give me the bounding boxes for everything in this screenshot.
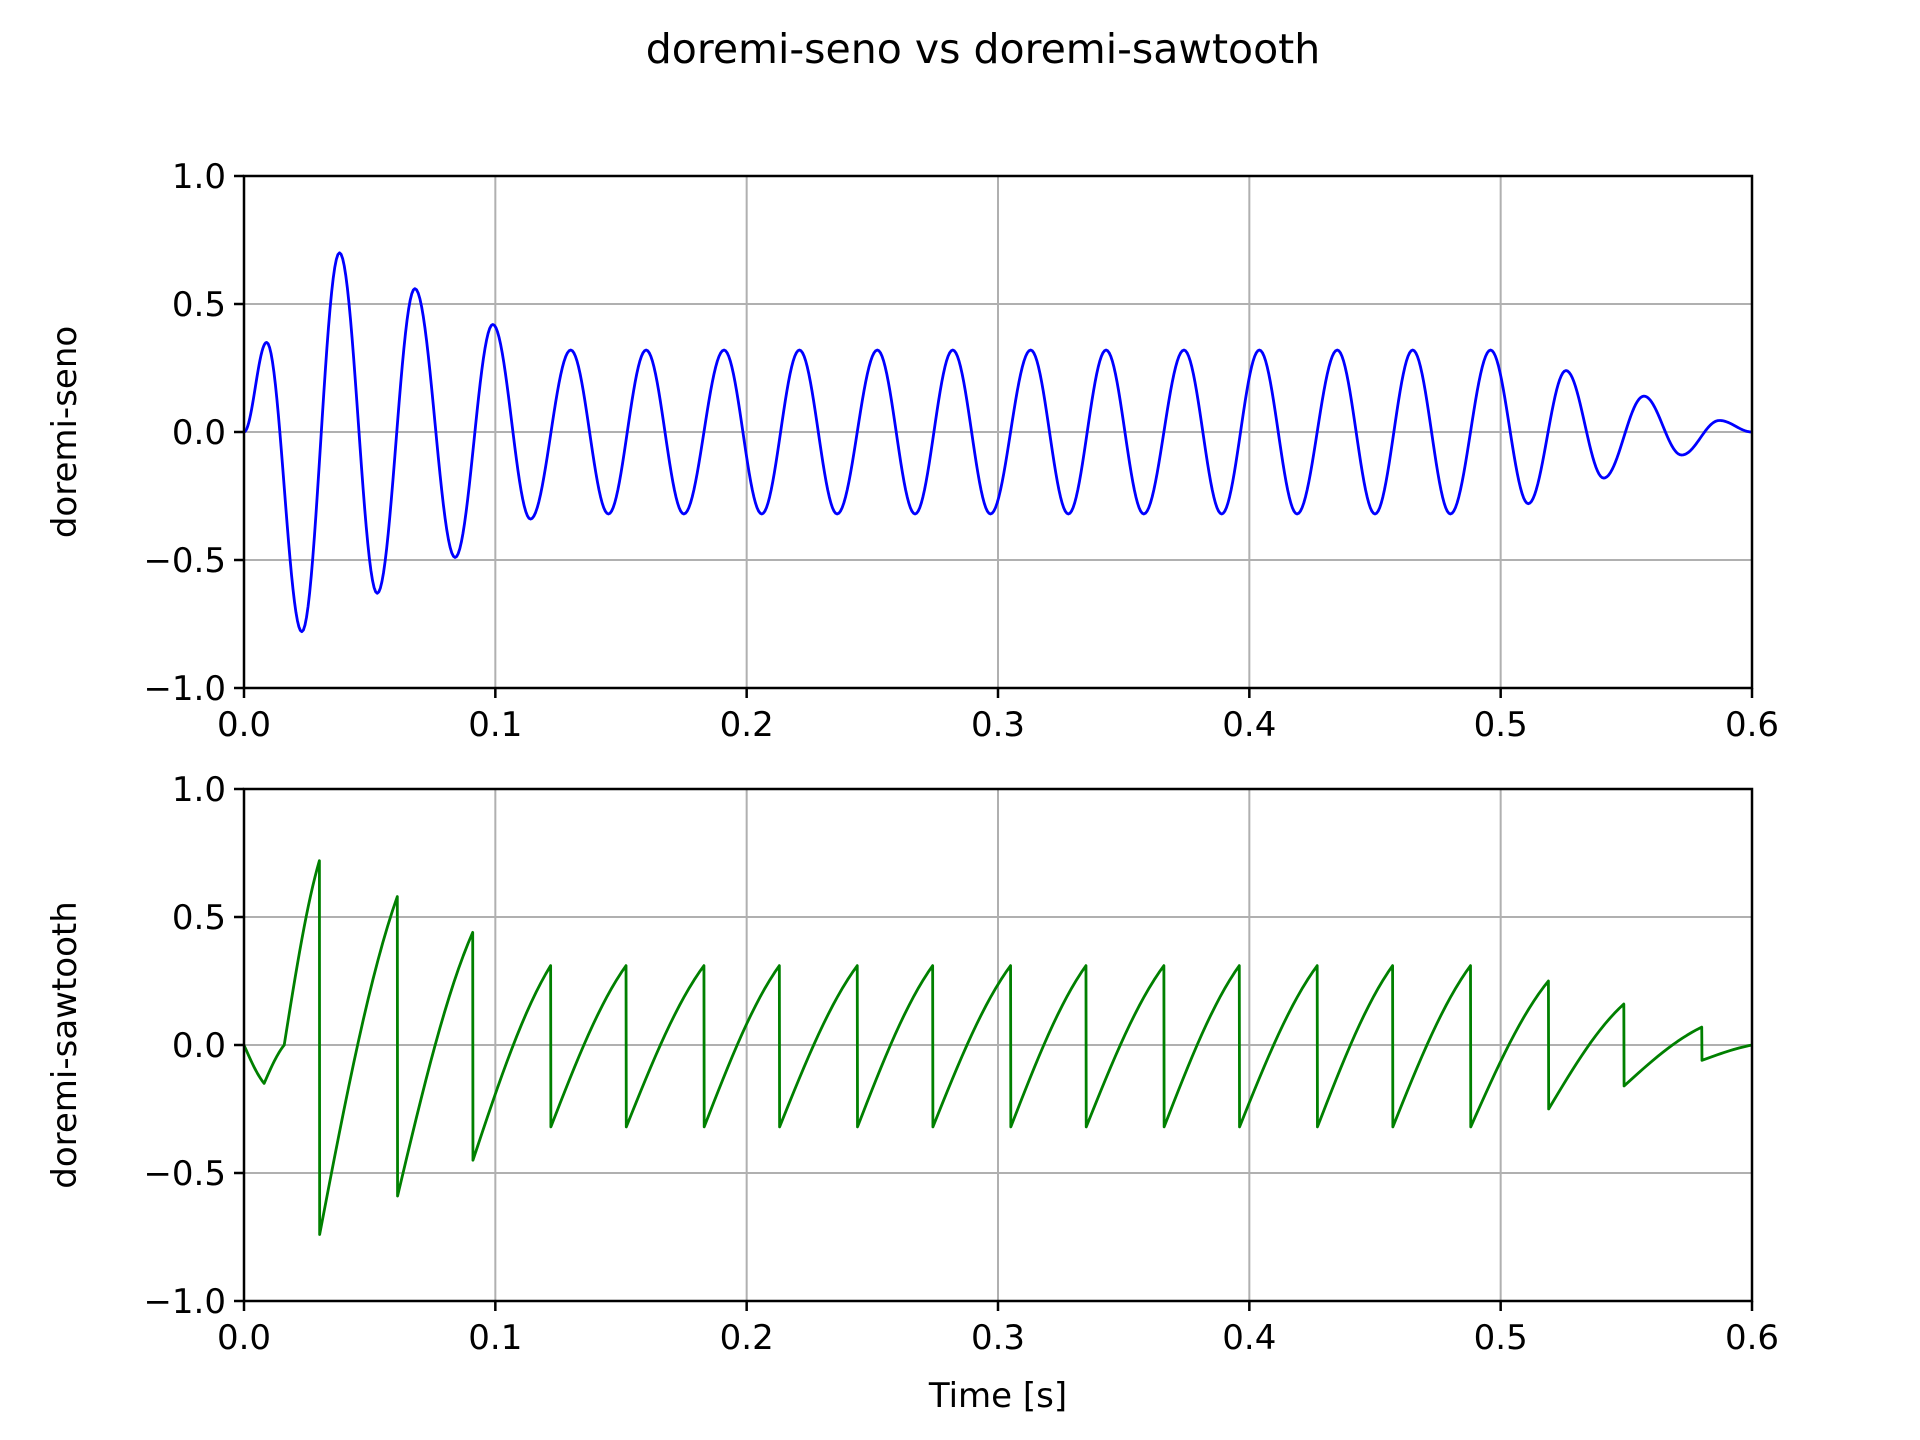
- y-axis-label: doremi-seno: [45, 326, 85, 538]
- y-tick-label: 0.5: [172, 898, 226, 938]
- y-tick-label: 1.0: [172, 770, 226, 810]
- y-tick-label: 1.0: [172, 157, 226, 197]
- series-line: [243, 251, 1753, 634]
- y-tick-label: −1.0: [143, 669, 226, 709]
- x-tick-label: 0.6: [1725, 1318, 1779, 1358]
- x-tick-label: 0.5: [1474, 705, 1528, 745]
- x-tick-label: 0.1: [468, 705, 522, 745]
- x-tick-label: 0.2: [720, 705, 774, 745]
- x-axis-label: Time [s]: [928, 1376, 1067, 1416]
- x-tick-label: 0.6: [1725, 705, 1779, 745]
- y-tick-label: −0.5: [143, 541, 226, 581]
- grid: [244, 789, 1752, 1301]
- x-tick-label: 0.5: [1474, 1318, 1528, 1358]
- y-tick-label: 0.0: [172, 413, 226, 453]
- x-tick-label: 0.1: [468, 1318, 522, 1358]
- ticks: 0.0 0.1 0.2 0.3 0.4 0.5 0.6 −1.0 −0.5 0.0 0.5 1.0: [143, 770, 1779, 1358]
- subplot-doremi-seno: 0.0 0.1 0.2 0.3 0.4 0.5 0.6 −1.0 −0.5 0.0 0.5 1.0 d…: [45, 157, 1779, 745]
- x-tick-label: 0.4: [1222, 1318, 1276, 1358]
- y-axis-label: doremi-sawtooth: [45, 901, 85, 1189]
- grid: [244, 176, 1752, 688]
- y-tick-label: 0.5: [172, 285, 226, 325]
- x-tick-label: 0.0: [217, 1318, 271, 1358]
- figure-title: doremi-seno vs doremi-sawtooth: [646, 25, 1321, 73]
- x-tick-label: 0.2: [720, 1318, 774, 1358]
- subplot-doremi-sawtooth: 0.0 0.1 0.2 0.3 0.4 0.5 0.6 −1.0 −0.5 0.0 0.5 1.0 d…: [45, 770, 1779, 1416]
- x-tick-label: 0.0: [217, 705, 271, 745]
- series-layer: [242, 859, 1753, 1236]
- y-tick-label: −0.5: [143, 1154, 226, 1194]
- y-tick-label: 0.0: [172, 1026, 226, 1066]
- x-tick-label: 0.4: [1222, 705, 1276, 745]
- ticks: 0.0 0.1 0.2 0.3 0.4 0.5 0.6 −1.0 −0.5 0.0 0.5 1.0: [143, 157, 1779, 745]
- x-tick-label: 0.3: [971, 1318, 1025, 1358]
- x-tick-label: 0.3: [971, 705, 1025, 745]
- y-tick-label: −1.0: [143, 1282, 226, 1322]
- series-line: [242, 859, 1753, 1236]
- series-layer: [243, 251, 1753, 634]
